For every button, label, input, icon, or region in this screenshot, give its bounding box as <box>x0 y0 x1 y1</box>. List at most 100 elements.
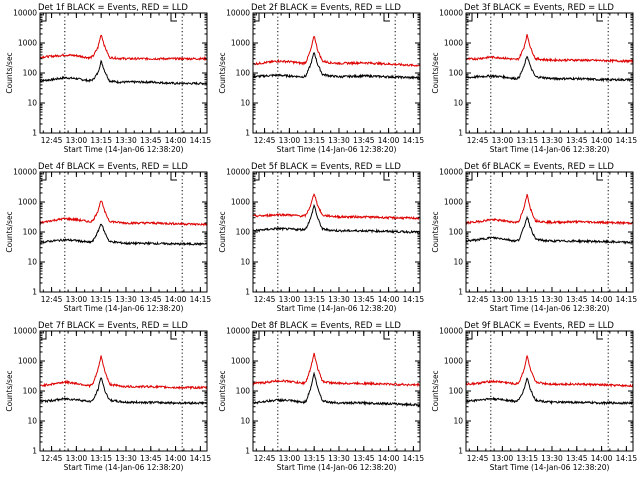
series-line-lld <box>466 354 633 388</box>
y-tick-label: 10 <box>27 99 37 108</box>
y-tick-label: 1 <box>32 447 37 456</box>
y-axis-label: Counts/sec <box>5 52 14 93</box>
x-tick-label: 13:30 <box>541 454 563 463</box>
y-tick-label: 100 <box>23 228 38 237</box>
x-tick-label: 13:30 <box>328 295 350 304</box>
y-tick-label: 1 <box>245 129 250 138</box>
x-tick-label: 13:45 <box>140 295 162 304</box>
x-tick-label: 13:15 <box>90 136 112 145</box>
series-line-events <box>466 377 633 406</box>
x-tick-label: 13:15 <box>516 136 538 145</box>
y-tick-label: 10 <box>27 258 37 267</box>
y-axis-label: Counts/sec <box>218 52 227 93</box>
corner-marker <box>596 13 603 22</box>
y-tick-label: 10 <box>453 99 463 108</box>
series-line-events <box>253 203 420 234</box>
series-line-lld <box>253 35 420 68</box>
panel-det-9f: Det 9f BLACK = Events, RED = LLD 1 10 100 10… <box>431 321 637 472</box>
x-tick-label: 13:45 <box>353 136 375 145</box>
x-tick-label: 14:00 <box>591 295 613 304</box>
y-tick-label: 10000 <box>439 327 463 336</box>
panel-det-5f: Det 5f BLACK = Events, RED = LLD 1 10 100 10… <box>218 162 424 313</box>
x-tick-label: 12:45 <box>467 136 489 145</box>
y-tick-label: 100 <box>23 387 38 396</box>
corner-marker <box>254 331 260 340</box>
panel-det-7f: Det 7f BLACK = Events, RED = LLD 1 10 100 10… <box>5 321 211 472</box>
y-tick-label: 10 <box>240 258 250 267</box>
y-tick-label: 1 <box>245 288 250 297</box>
panel-title: Det 2f BLACK = Events, RED = LLD <box>251 3 401 13</box>
x-tick-label: 13:00 <box>279 454 301 463</box>
x-tick-label: 14:15 <box>190 136 212 145</box>
x-tick-label: 13:00 <box>66 454 88 463</box>
y-tick-label: 1 <box>458 129 463 138</box>
y-tick-label: 10000 <box>226 168 250 177</box>
panel-title: Det 7f BLACK = Events, RED = LLD <box>38 321 188 331</box>
x-axis-label: Start Time (14-Jan-06 12:38:20) <box>64 304 184 313</box>
panel-title: Det 1f BLACK = Events, RED = LLD <box>38 3 188 13</box>
x-tick-label: 13:00 <box>66 136 88 145</box>
y-tick-label: 1000 <box>231 198 250 207</box>
series-line-lld <box>253 352 420 388</box>
x-tick-label: 12:45 <box>41 454 63 463</box>
x-axis-label: Start Time (14-Jan-06 12:38:20) <box>490 145 610 154</box>
x-tick-label: 13:30 <box>115 295 137 304</box>
panel-title: Det 5f BLACK = Events, RED = LLD <box>251 162 401 172</box>
corner-marker <box>383 172 390 181</box>
y-tick-label: 10 <box>453 258 463 267</box>
y-axis-label: Counts/sec <box>431 211 440 252</box>
y-axis-label: Counts/sec <box>218 370 227 411</box>
series-line-lld <box>40 355 207 391</box>
y-tick-label: 100 <box>236 69 251 78</box>
x-tick-label: 13:45 <box>353 295 375 304</box>
corner-marker <box>383 13 390 22</box>
x-axis-label: Start Time (14-Jan-06 12:38:20) <box>277 304 397 313</box>
corner-marker <box>467 331 473 340</box>
x-tick-label: 13:15 <box>303 454 325 463</box>
series-line-lld <box>466 34 633 64</box>
panel-title: Det 9f BLACK = Events, RED = LLD <box>464 321 614 331</box>
x-tick-label: 13:00 <box>66 295 88 304</box>
x-tick-label: 13:15 <box>516 454 538 463</box>
x-tick-label: 12:45 <box>254 295 276 304</box>
x-axis-label: Start Time (14-Jan-06 12:38:20) <box>64 145 184 154</box>
panel-det-8f: Det 8f BLACK = Events, RED = LLD 1 10 100 10… <box>218 321 424 472</box>
x-tick-label: 13:45 <box>140 454 162 463</box>
panel-title: Det 3f BLACK = Events, RED = LLD <box>464 3 614 13</box>
y-tick-label: 10000 <box>13 9 37 18</box>
corner-marker <box>41 13 47 22</box>
y-tick-label: 10000 <box>13 327 37 336</box>
corner-marker <box>596 172 603 181</box>
y-tick-label: 10 <box>240 417 250 426</box>
series-line-events <box>466 215 633 245</box>
y-tick-label: 1000 <box>444 198 463 207</box>
y-axis-label: Counts/sec <box>5 370 14 411</box>
x-tick-label: 14:15 <box>616 136 638 145</box>
y-axis-label: Counts/sec <box>431 370 440 411</box>
y-tick-label: 10000 <box>226 9 250 18</box>
y-tick-label: 10 <box>240 99 250 108</box>
y-tick-label: 10 <box>27 417 37 426</box>
y-tick-label: 1000 <box>18 39 37 48</box>
series-line-lld <box>40 200 207 227</box>
y-tick-label: 1000 <box>444 357 463 366</box>
y-tick-label: 10 <box>453 417 463 426</box>
y-axis-label: Counts/sec <box>5 211 14 252</box>
x-tick-label: 14:00 <box>591 454 613 463</box>
x-tick-label: 14:00 <box>378 454 400 463</box>
panel-title: Det 4f BLACK = Events, RED = LLD <box>38 162 188 172</box>
y-axis-label: Counts/sec <box>218 211 227 252</box>
x-tick-label: 13:00 <box>279 136 301 145</box>
x-tick-label: 14:00 <box>591 136 613 145</box>
corner-marker <box>41 331 47 340</box>
x-axis-label: Start Time (14-Jan-06 12:38:20) <box>277 145 397 154</box>
y-tick-label: 100 <box>236 228 251 237</box>
x-tick-label: 13:30 <box>115 136 137 145</box>
y-tick-label: 100 <box>449 69 464 78</box>
y-tick-label: 1 <box>458 288 463 297</box>
x-axis-label: Start Time (14-Jan-06 12:38:20) <box>490 463 610 472</box>
series-line-events <box>466 55 633 83</box>
panel-det-3f: Det 3f BLACK = Events, RED = LLD 1 10 100 10… <box>431 3 637 154</box>
y-tick-label: 100 <box>236 387 251 396</box>
